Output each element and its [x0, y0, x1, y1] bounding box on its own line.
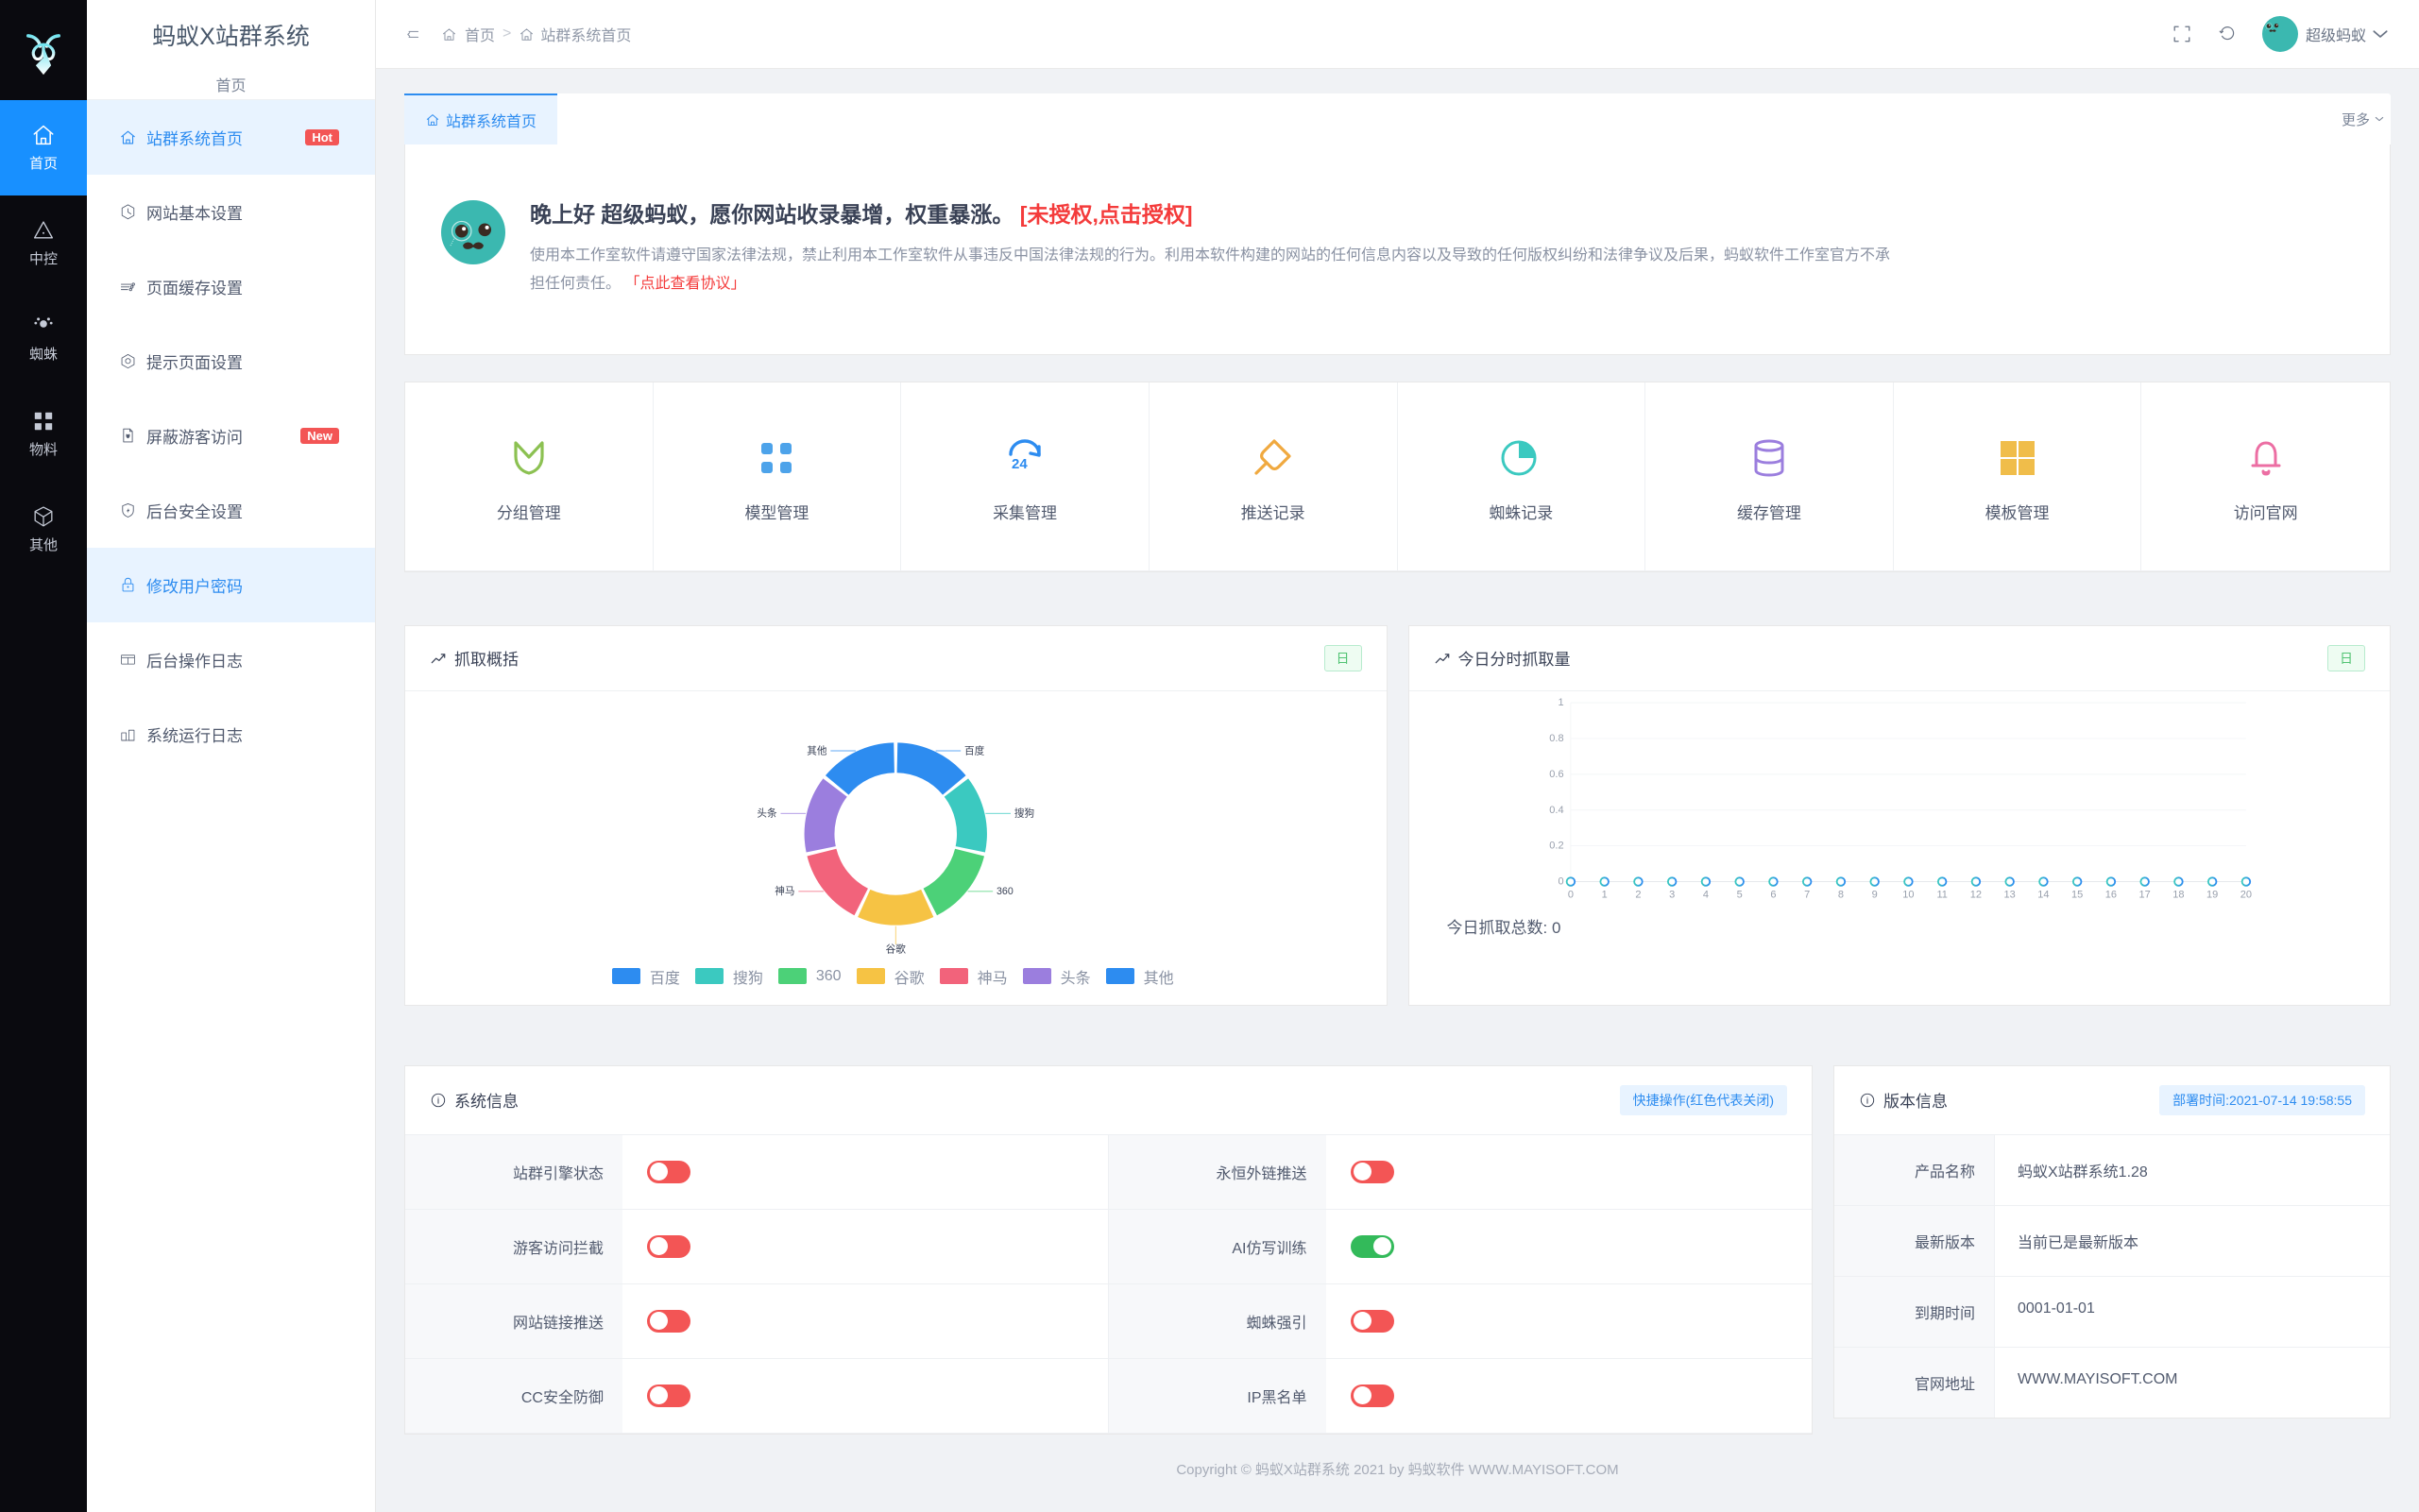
- svg-text:10: 10: [1902, 889, 1914, 900]
- svg-text:8: 8: [1837, 889, 1843, 900]
- svg-text:0.2: 0.2: [1549, 841, 1563, 852]
- svg-text:百度: 百度: [964, 744, 985, 756]
- svg-text:16: 16: [2104, 889, 2116, 900]
- svg-text:13: 13: [2003, 889, 2015, 900]
- svg-text:神马: 神马: [775, 885, 794, 897]
- svg-text:24: 24: [1012, 456, 1028, 472]
- svg-text:0: 0: [1558, 875, 1563, 887]
- svg-text:11: 11: [1936, 889, 1947, 900]
- svg-text:3: 3: [1669, 889, 1675, 900]
- svg-text:5: 5: [1736, 889, 1742, 900]
- svg-text:搜狗: 搜狗: [1014, 807, 1034, 819]
- svg-text:谷歌: 谷歌: [886, 943, 907, 955]
- svg-text:1: 1: [1558, 697, 1563, 708]
- svg-text:17: 17: [2138, 889, 2150, 900]
- svg-text:20: 20: [2240, 889, 2251, 900]
- svg-text:1: 1: [1601, 889, 1607, 900]
- svg-text:19: 19: [2206, 889, 2218, 900]
- svg-text:0.4: 0.4: [1549, 805, 1563, 816]
- svg-text:18: 18: [2172, 889, 2184, 900]
- svg-text:2: 2: [1635, 889, 1641, 900]
- svg-text:6: 6: [1770, 889, 1776, 900]
- svg-text:0.8: 0.8: [1549, 733, 1563, 744]
- svg-text:360: 360: [997, 886, 1014, 897]
- svg-text:7: 7: [1804, 889, 1810, 900]
- svg-text:0: 0: [1567, 889, 1573, 900]
- svg-text:其他: 其他: [807, 744, 827, 756]
- svg-text:12: 12: [1969, 889, 1981, 900]
- svg-text:头条: 头条: [757, 807, 777, 819]
- svg-text:14: 14: [2037, 889, 2049, 900]
- svg-text:4: 4: [1702, 889, 1708, 900]
- svg-text:9: 9: [1871, 889, 1877, 900]
- svg-text:0.6: 0.6: [1549, 769, 1563, 780]
- svg-text:15: 15: [2071, 889, 2083, 900]
